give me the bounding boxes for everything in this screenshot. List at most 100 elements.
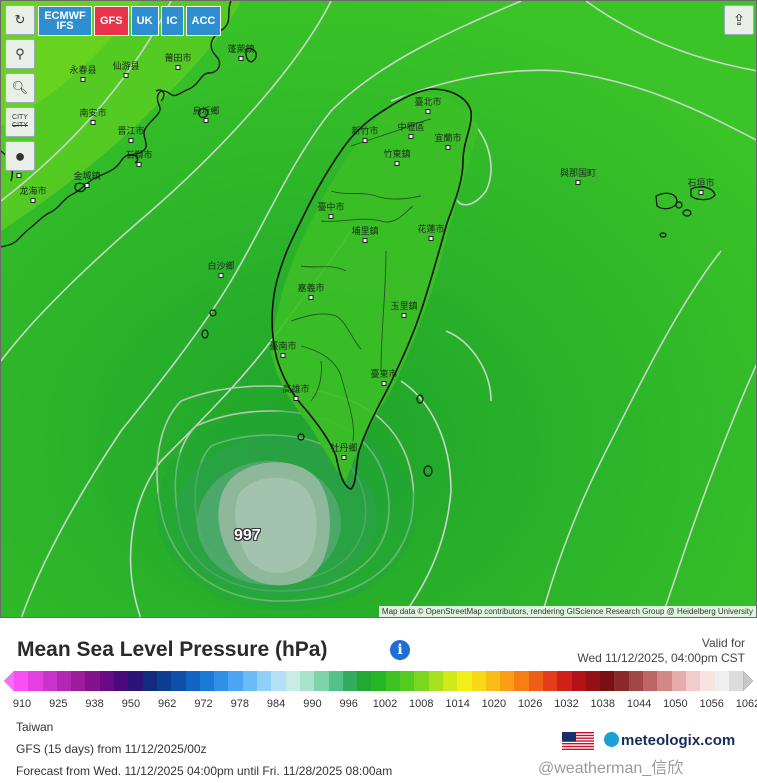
color-scale-cell — [42, 671, 57, 691]
color-scale-cell — [214, 671, 229, 691]
color-scale-cell — [385, 671, 401, 691]
color-scale-cell — [528, 671, 543, 691]
color-scale-cell — [228, 671, 243, 691]
city-label: 臺北市 — [414, 97, 442, 107]
city-marker — [328, 214, 334, 219]
model-run-label: GFS (15 days) from 11/12/2025/00z — [16, 742, 207, 756]
color-scale-cell — [614, 671, 629, 691]
city-label: 臺南市 — [269, 341, 297, 351]
color-scale-cell — [557, 671, 572, 691]
city-marker — [698, 190, 704, 195]
color-scale-cell — [114, 671, 129, 691]
info-icon[interactable]: i — [390, 640, 410, 660]
city-marker — [575, 180, 581, 185]
color-scale-cell — [571, 671, 586, 691]
color-scale-cell — [471, 671, 486, 691]
brand-text: meteologix.com — [621, 732, 736, 749]
us-flag-icon[interactable] — [562, 732, 594, 750]
valid-for-block: Valid for Wed 11/12/2025, 04:00pm CST — [577, 636, 745, 666]
valid-for-time: Wed 11/12/2025, 04:00pm CST — [577, 651, 745, 665]
model-selector: ECMWF IFS GFS UK IC ACC — [38, 6, 222, 36]
city-marker — [408, 134, 414, 139]
color-scale-right-cap — [743, 671, 753, 691]
color-scale-cell — [242, 671, 258, 691]
city-toggle-label: CITY — [12, 114, 28, 121]
color-scale-tick-label: 984 — [266, 698, 286, 710]
dot-icon: ● — [14, 145, 26, 166]
model-gfs-button[interactable]: GFS — [94, 6, 129, 36]
color-scale-tick-label: 938 — [85, 698, 104, 710]
color-scale-tick-label: 1032 — [554, 698, 579, 710]
color-scale-tick-label: 1014 — [445, 698, 470, 710]
map-view[interactable]: 蓬萊鎮永春县仙游县莆田市南安市晋江市石獅市烏坵鄉泉州市龙海市金城鎮臺北市新竹市中… — [0, 0, 757, 618]
city-marker — [136, 162, 142, 167]
model-ecmwf-ifs-button[interactable]: ECMWF IFS — [38, 6, 92, 36]
city-label: 中壢區 — [397, 122, 425, 132]
city-marker — [175, 65, 181, 70]
model-ic-button[interactable]: IC — [160, 6, 184, 36]
city-marker — [341, 455, 347, 460]
pressure-center-label: 997 — [234, 527, 261, 544]
model-ecmwf-label: ECMWF — [44, 10, 86, 22]
city-toggle-button[interactable]: CITY CITY — [5, 107, 35, 137]
city-label: 埔里鎮 — [351, 226, 379, 236]
model-uk-button[interactable]: UK — [130, 6, 159, 36]
point-button[interactable]: ● — [5, 141, 35, 171]
color-scale-cell — [428, 671, 443, 691]
color-scale-cell — [56, 671, 72, 691]
color-scale-cell — [171, 671, 186, 691]
color-scale-cell — [585, 671, 601, 691]
city-label: 莆田市 — [164, 53, 192, 63]
city-marker — [30, 198, 36, 203]
valid-for-label: Valid for — [701, 636, 745, 650]
refresh-button[interactable]: ↻ — [5, 5, 35, 35]
model-ic-label: IC — [166, 15, 178, 27]
color-scale-cell — [85, 671, 100, 691]
model-acc-button[interactable]: ACC — [185, 6, 222, 36]
color-scale-cell — [643, 671, 658, 691]
city-marker — [401, 313, 407, 318]
city-marker — [428, 236, 434, 241]
color-scale-cell — [442, 671, 458, 691]
low-pressure-inner-core — [235, 477, 317, 573]
city-marker — [445, 145, 451, 150]
city-label: 牡丹鄉 — [330, 443, 358, 453]
color-scale-tick-label: 925 — [49, 698, 68, 710]
taiwan-pressure-region — [271, 91, 479, 481]
color-scale-tick-label: 990 — [303, 698, 322, 710]
color-scale-tick-label: 1020 — [481, 698, 507, 710]
color-scale-cell — [485, 671, 501, 691]
color-scale-tick-label: 1056 — [699, 698, 724, 710]
color-scale-cell — [671, 671, 686, 691]
color-scale-cell — [99, 671, 115, 691]
color-scale-cell — [700, 671, 715, 691]
city-label: 石垣市 — [687, 178, 715, 188]
color-scale-cell — [514, 671, 529, 691]
color-scale-cell — [500, 671, 515, 691]
city-label: 石獅市 — [125, 150, 153, 160]
brand-logo[interactable]: meteologix.com — [604, 732, 735, 749]
city-marker — [308, 295, 314, 300]
color-scale-tick-label: 910 — [12, 698, 32, 710]
city-marker — [238, 56, 244, 61]
islands — [201, 186, 716, 477]
city-label: 金城鎮 — [73, 171, 101, 181]
color-scale-cell — [357, 671, 372, 691]
zoom-button[interactable]: 🔍︎ — [5, 73, 35, 103]
taiwan-county-borders — [290, 118, 432, 442]
location-button[interactable]: ⚲ — [5, 39, 35, 69]
color-scale-cell — [185, 671, 200, 691]
map-attribution: Map data © OpenStreetMap contributors, r… — [378, 606, 756, 617]
city-label: 臺東市 — [370, 369, 398, 379]
model-gfs-label: GFS — [100, 15, 123, 27]
city-label: 白沙鄉 — [207, 261, 235, 271]
region-label: Taiwan — [16, 720, 54, 734]
color-scale-cell — [314, 671, 329, 691]
city-label: 花蓮市 — [417, 224, 445, 234]
color-scale-cell — [628, 671, 644, 691]
share-button[interactable]: ⇪ — [724, 5, 754, 35]
color-scale-tick-label: 950 — [121, 698, 141, 710]
city-marker — [362, 238, 368, 243]
city-marker — [425, 109, 431, 114]
color-scale-tick-label: 1038 — [590, 698, 616, 710]
